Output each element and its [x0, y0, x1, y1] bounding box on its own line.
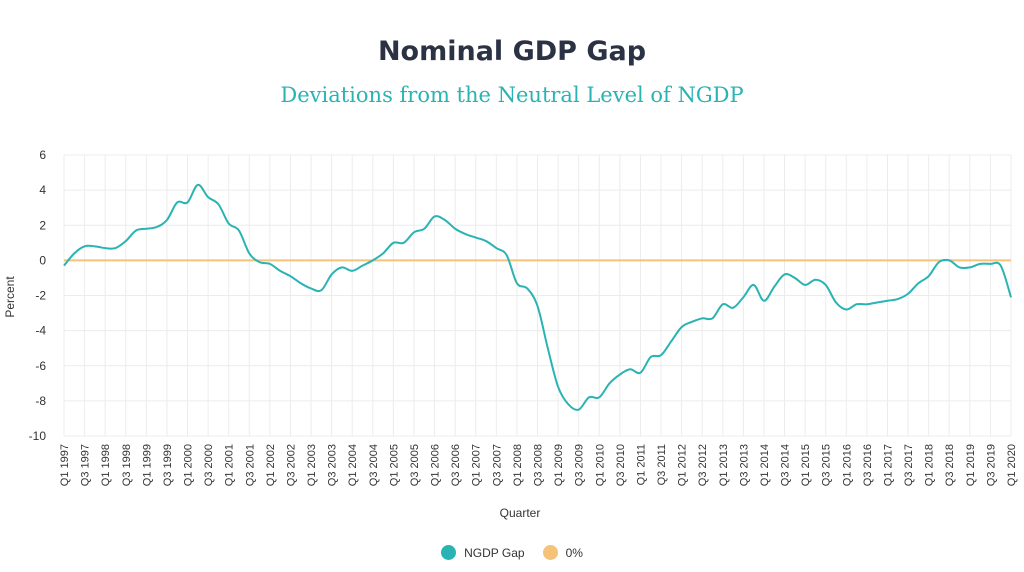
x-tick-label: Q3 2005 — [409, 444, 421, 486]
legend-swatch-zero — [542, 545, 558, 560]
y-tick-label: 2 — [39, 218, 46, 232]
x-tick-label: Q3 2010 — [615, 444, 627, 486]
x-tick-label: Q3 2017 — [903, 444, 915, 486]
legend-item-ngdp-gap[interactable]: NGDP Gap — [441, 545, 525, 560]
x-tick-label: Q3 1998 — [121, 444, 133, 486]
x-tick-label: Q1 2009 — [553, 444, 565, 486]
y-tick-label: -4 — [35, 324, 46, 338]
x-tick-label: Q1 2001 — [224, 444, 236, 486]
x-tick-label: Q3 2013 — [738, 444, 750, 486]
x-tick-label: Q3 2016 — [862, 444, 874, 486]
x-tick-label: Q3 2004 — [368, 444, 380, 486]
x-tick-label: Q1 2008 — [512, 444, 524, 486]
x-tick-label: Q1 2005 — [388, 444, 400, 486]
x-tick-label: Q3 2014 — [780, 444, 792, 486]
x-tick-label: Q1 2007 — [471, 444, 483, 486]
x-tick-label: Q3 2018 — [944, 444, 956, 486]
x-tick-label: Q1 2002 — [265, 444, 277, 486]
series-line-ngdp-gap — [63, 183, 1012, 411]
x-tick-label: Q1 2020 — [1006, 444, 1018, 486]
x-tick-label: Q1 2016 — [841, 444, 853, 486]
x-tick-label: Q1 2011 — [635, 444, 647, 485]
x-axis-ticks: Q1 1997 Q3 1997 Q1 1998 Q3 1998 Q1 1999 Q3 19… — [59, 444, 1018, 486]
x-tick-label: Q1 2018 — [924, 444, 936, 486]
x-axis-label: Quarter — [500, 506, 541, 520]
x-tick-label: Q1 2010 — [594, 444, 606, 486]
x-tick-label: Q3 1999 — [162, 444, 174, 486]
chart-subtitle: Deviations from the Neutral Level of NGD… — [280, 83, 744, 107]
x-tick-label: Q3 1997 — [80, 444, 92, 486]
y-tick-label: -10 — [29, 429, 47, 443]
chart-title: Nominal GDP Gap — [377, 36, 647, 67]
legend-label-ngdp-gap: NGDP Gap — [464, 545, 525, 560]
x-tick-label: Q1 2019 — [965, 444, 977, 486]
x-tick-label: Q1 1999 — [141, 444, 153, 486]
x-tick-label: Q1 2012 — [677, 444, 689, 486]
x-tick-label: Q3 2008 — [533, 444, 545, 486]
legend: NGDP Gap 0% — [0, 545, 1024, 560]
x-tick-label: Q3 2006 — [450, 444, 462, 486]
x-tick-label: Q3 2015 — [821, 444, 833, 486]
x-tick-label: Q1 2014 — [759, 444, 771, 486]
y-tick-label: -2 — [35, 289, 46, 303]
x-tick-label: Q3 2011 — [656, 444, 668, 485]
y-tick-label: -6 — [35, 359, 46, 373]
x-tick-label: Q1 2015 — [800, 444, 812, 486]
x-tick-label: Q1 2017 — [882, 444, 894, 486]
legend-item-zero[interactable]: 0% — [542, 545, 583, 560]
y-tick-label: -8 — [35, 394, 46, 408]
x-tick-label: Q1 2003 — [306, 444, 318, 486]
x-tick-label: Q1 2006 — [430, 444, 442, 486]
y-tick-label: 0 — [39, 253, 46, 267]
x-tick-label: Q3 2003 — [327, 444, 339, 486]
x-tick-label: Q3 2001 — [244, 444, 256, 486]
series-lines — [63, 183, 1012, 411]
y-tick-label: 6 — [39, 148, 46, 162]
x-tick-label: Q1 2004 — [347, 444, 359, 486]
legend-label-zero: 0% — [565, 545, 583, 560]
x-tick-label: Q3 2002 — [285, 444, 297, 486]
legend-swatch-ngdp-gap — [441, 545, 457, 560]
y-tick-label: 4 — [39, 183, 46, 197]
x-tick-label: Q3 2012 — [697, 444, 709, 486]
x-tick-label: Q3 2007 — [491, 444, 503, 486]
x-tick-label: Q1 1997 — [59, 444, 71, 486]
grid-lines — [63, 154, 1012, 437]
x-tick-label: Q3 2000 — [203, 444, 215, 486]
y-axis-label: Percent — [3, 276, 17, 318]
x-tick-label: Q1 1998 — [100, 444, 112, 486]
x-tick-label: Q3 2019 — [985, 444, 997, 486]
x-tick-label: Q1 2013 — [718, 444, 730, 486]
x-tick-label: Q3 2009 — [574, 444, 586, 486]
x-tick-label: Q1 2000 — [183, 444, 195, 486]
y-axis-ticks: 6 4 2 0 -2 -4 -6 -8 -10 — [29, 148, 47, 443]
